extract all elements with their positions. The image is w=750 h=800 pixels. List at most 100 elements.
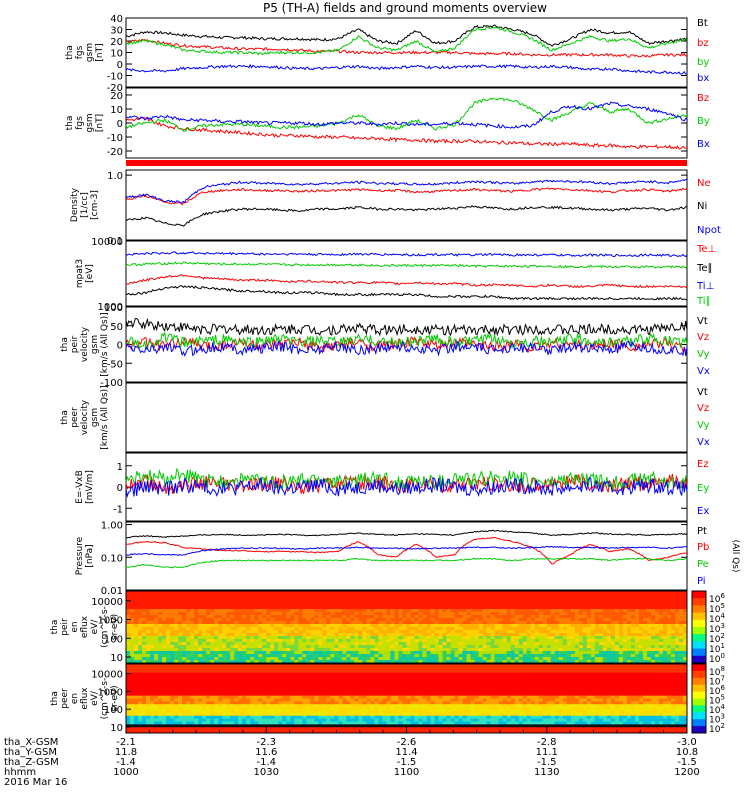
heatmap-cell [586, 609, 592, 613]
heatmap-cell [582, 639, 588, 643]
heatmap-cell [462, 666, 468, 671]
heatmap-cell [486, 660, 492, 664]
heatmap-cell [226, 678, 231, 682]
heatmap-cell [490, 621, 496, 625]
heatmap-cell [362, 591, 367, 595]
heatmap-cell [618, 621, 624, 625]
heatmap-cell [538, 606, 544, 610]
heatmap-cell [310, 678, 315, 682]
heatmap-cell [326, 689, 331, 694]
heatmap-cell [554, 606, 560, 610]
heatmap-cell [518, 657, 524, 661]
heatmap-cell [338, 627, 343, 631]
heatmap-cell [310, 621, 315, 625]
heatmap-cell [262, 651, 267, 655]
heatmap-cell [650, 594, 656, 598]
heatmap-cell [474, 666, 480, 671]
heatmap-cell [194, 651, 199, 655]
heatmap-cell [438, 591, 443, 595]
heatmap-cell [130, 654, 135, 658]
heatmap-cell [402, 681, 407, 685]
heatmap-cell [490, 597, 496, 601]
heatmap-cell [498, 633, 504, 637]
heatmap-cell [322, 648, 327, 652]
heatmap-cell [186, 681, 191, 685]
heatmap-cell [426, 642, 431, 646]
heatmap-cell [470, 618, 476, 622]
heatmap-cell [282, 636, 287, 640]
heatmap-cell [654, 642, 660, 646]
heatmap-cell [434, 651, 439, 655]
heatmap-cell [642, 639, 648, 643]
heatmap-cell [666, 624, 672, 628]
heatmap-cell [246, 654, 251, 658]
heatmap-cell [170, 597, 175, 601]
heatmap-cell [450, 678, 455, 682]
heatmap-cell [302, 651, 307, 655]
heatmap-cell [190, 591, 195, 595]
heatmap-cell [598, 594, 604, 598]
heatmap-cell [570, 689, 576, 694]
heatmap-cell [486, 639, 492, 643]
heatmap-cell [198, 645, 203, 649]
heatmap-cell [430, 615, 435, 619]
heatmap-cell [578, 687, 584, 691]
heatmap-cell [274, 639, 279, 643]
heatmap-cell [334, 600, 339, 604]
heatmap-cell [226, 597, 231, 601]
heatmap-cell [666, 639, 672, 643]
heatmap-cell [514, 594, 520, 598]
heatmap-cell [642, 642, 648, 646]
heatmap-cell [358, 657, 363, 661]
heatmap-cell [174, 594, 179, 598]
heatmap-cell [562, 664, 568, 668]
heatmap-cell [438, 627, 443, 631]
heatmap-cell [610, 672, 616, 676]
heatmap-cell [678, 612, 684, 616]
heatmap-cell [558, 636, 564, 640]
heatmap-cell [454, 666, 459, 671]
heatmap-cell [590, 624, 596, 628]
heatmap-cell [538, 664, 544, 668]
heatmap-cell [134, 657, 139, 661]
heatmap-cell [202, 675, 207, 679]
heatmap-cell [522, 651, 528, 655]
heatmap-cell [294, 666, 299, 671]
heatmap-cell [510, 689, 516, 694]
series-line-By [125, 97, 688, 132]
heatmap-cell [530, 645, 536, 649]
heatmap-cell [166, 664, 171, 668]
heatmap-cell [278, 615, 283, 619]
heatmap-cell [146, 651, 151, 655]
heatmap-cell [158, 687, 163, 691]
heatmap-cell [414, 666, 419, 671]
heatmap-cell [666, 597, 672, 601]
heatmap-cell [670, 654, 676, 658]
y-tick-label: 1 [117, 462, 123, 473]
heatmap-cell [382, 684, 387, 688]
heatmap-cell [442, 645, 447, 649]
heatmap-cell [222, 645, 227, 649]
heatmap-cell [262, 612, 267, 616]
heatmap-cell [594, 681, 600, 685]
heatmap-cell [650, 654, 656, 658]
heatmap-cell [518, 627, 524, 631]
heatmap-cell [202, 621, 207, 625]
heatmap-cell [326, 636, 331, 640]
heatmap-cell [298, 678, 303, 682]
heatmap-cell [498, 627, 504, 631]
heatmap-cell [494, 615, 500, 619]
heatmap-cell [334, 648, 339, 652]
heatmap-cell [498, 681, 504, 685]
heatmap-cell [202, 651, 207, 655]
heatmap-cell [226, 639, 231, 643]
heatmap-cell [166, 639, 171, 643]
heatmap-cell [514, 666, 520, 671]
heatmap-cell [362, 603, 367, 607]
heatmap-cell [286, 689, 291, 694]
heatmap-cell [394, 603, 399, 607]
heatmap-cell [306, 606, 311, 610]
heatmap-cell [322, 612, 327, 616]
heatmap-cell [242, 654, 247, 658]
heatmap-cell [394, 669, 399, 674]
